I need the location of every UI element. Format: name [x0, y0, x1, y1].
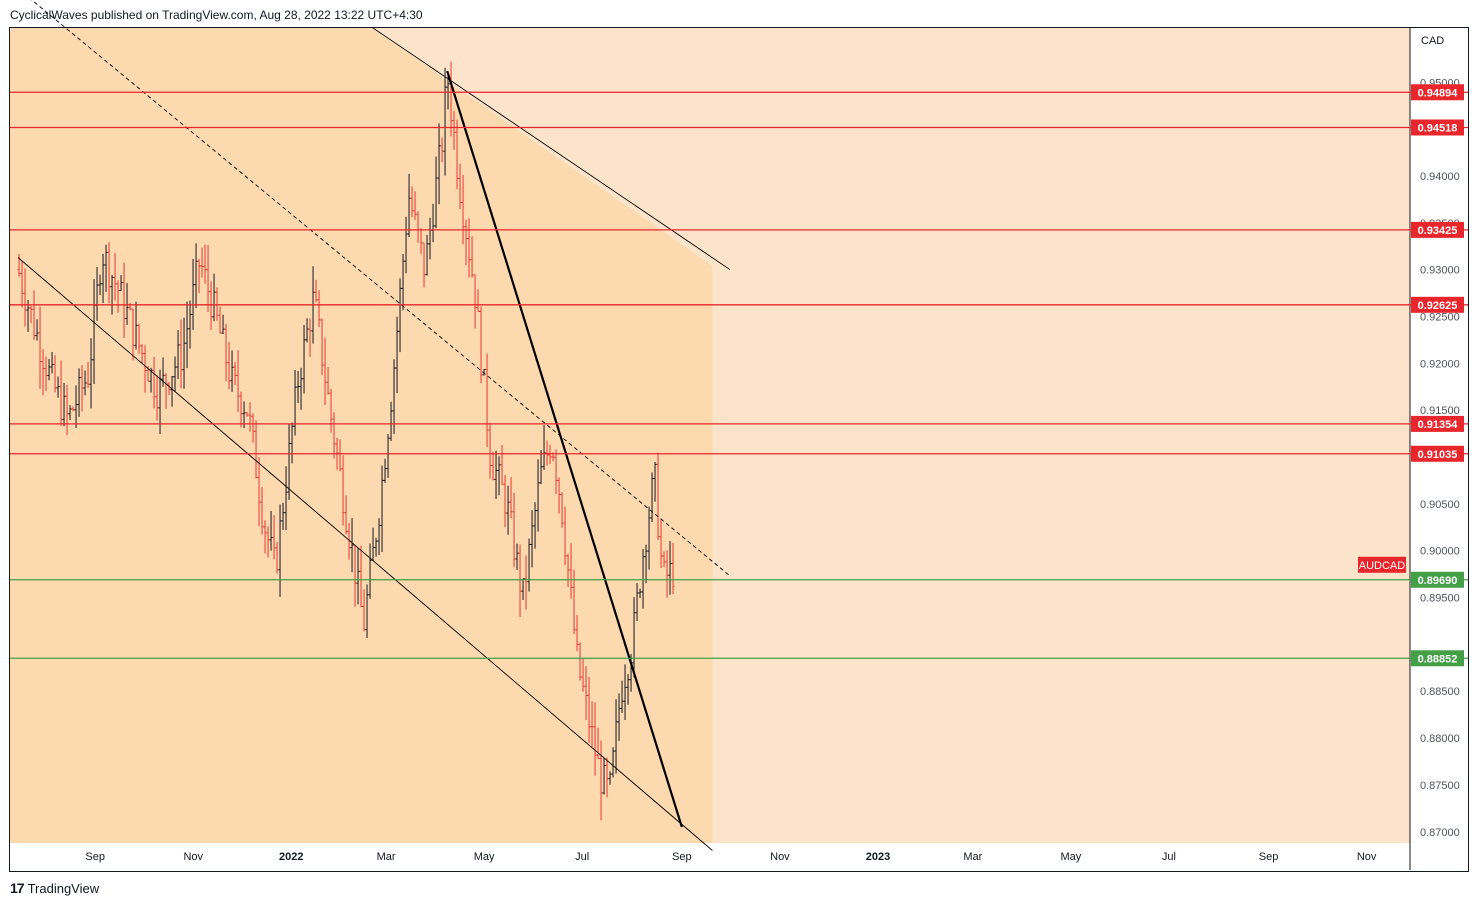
y-tick-label: 0.88500 — [1420, 686, 1460, 698]
tradingview-label: TradingView — [27, 880, 100, 896]
x-tick-label: May — [474, 851, 495, 863]
channel-line — [17, 257, 713, 851]
level-badge — [1411, 445, 1464, 462]
x-tick-label: Mar — [963, 851, 982, 863]
x-tick-label: Sep — [672, 851, 692, 863]
y-tick-label: 0.87000 — [1420, 827, 1460, 839]
y-tick-label: 0.87500 — [1420, 780, 1460, 792]
level-label: 0.93425 — [1418, 225, 1458, 237]
y-tick-label: 0.90000 — [1420, 546, 1460, 558]
chart-frame[interactable] — [9, 27, 1469, 872]
channel-shade — [10, 28, 713, 843]
x-tick-label: Jul — [575, 851, 589, 863]
level-badge — [1411, 119, 1464, 136]
level-label: 0.92625 — [1418, 300, 1458, 312]
level-label: 0.91354 — [1418, 419, 1459, 431]
level-label: 0.91035 — [1418, 449, 1458, 461]
footer-brand: 17 TradingView — [10, 880, 99, 896]
x-tick-label: Jul — [1162, 851, 1176, 863]
x-tick-label: Nov — [770, 851, 790, 863]
level-badge — [1411, 415, 1464, 432]
y-tick-label: 0.94000 — [1420, 171, 1460, 183]
x-tick-label: 2023 — [866, 851, 890, 863]
symbol-label: AUDCAD — [1359, 560, 1406, 572]
x-tick-label: Nov — [183, 851, 203, 863]
y-tick-label: 0.91500 — [1420, 405, 1460, 417]
bold-trendline — [446, 70, 683, 828]
symbol-badge — [1358, 556, 1406, 573]
y-tick-label: 0.93000 — [1420, 265, 1460, 277]
y-tick-label: 0.92500 — [1420, 312, 1460, 324]
x-tick-label: Sep — [85, 851, 105, 863]
x-tick-label: Mar — [377, 851, 396, 863]
publisher-line: CyclicalWaves published on TradingView.c… — [10, 8, 423, 22]
level-badge — [1411, 650, 1464, 667]
level-label: 0.89690 — [1418, 575, 1458, 587]
x-tick-label: Nov — [1357, 851, 1377, 863]
y-tick-label: 0.89500 — [1420, 593, 1460, 605]
level-label: 0.94894 — [1418, 87, 1459, 99]
level-label: 0.94518 — [1418, 122, 1458, 134]
x-tick-label: Sep — [1259, 851, 1279, 863]
x-tick-label: May — [1060, 851, 1081, 863]
currency-label: CAD — [1421, 35, 1444, 47]
level-badge — [1411, 221, 1464, 238]
y-tick-label: 0.90500 — [1420, 499, 1460, 511]
level-label: 0.88852 — [1418, 653, 1458, 665]
y-tick-label: 0.88000 — [1420, 733, 1460, 745]
level-badge — [1411, 296, 1464, 313]
level-badge — [1411, 84, 1464, 101]
tradingview-logo-icon: 17 — [10, 880, 25, 896]
level-badge — [1411, 571, 1464, 588]
y-tick-label: 0.92000 — [1420, 358, 1460, 370]
x-tick-label: 2022 — [279, 851, 303, 863]
